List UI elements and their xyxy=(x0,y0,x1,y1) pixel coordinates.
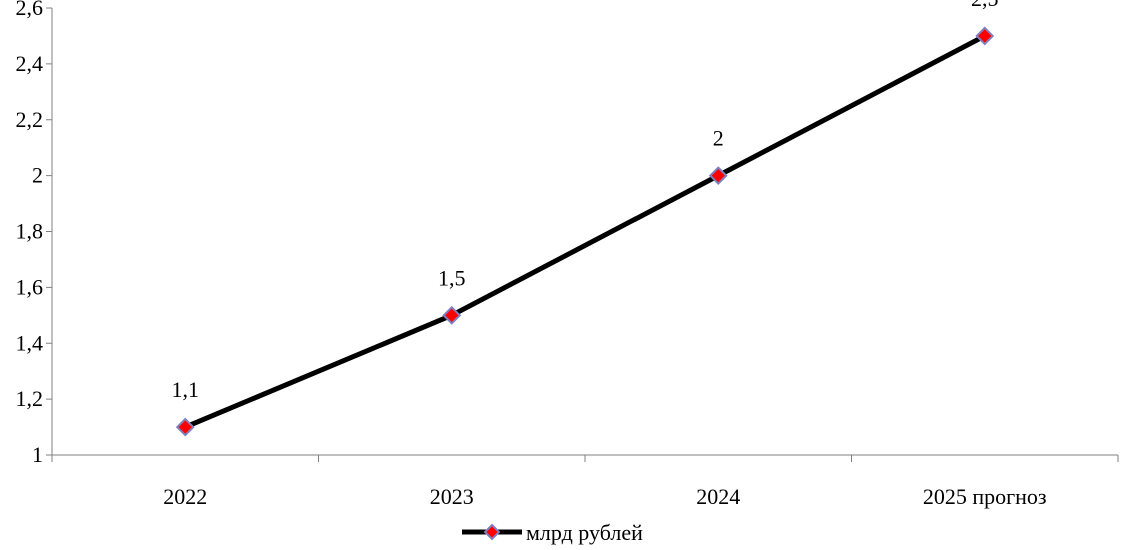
y-tick-label: 1 xyxy=(32,442,43,467)
legend-label: млрд рублей xyxy=(526,520,643,545)
y-tick-label: 1,2 xyxy=(16,386,44,411)
data-point-marker xyxy=(442,305,462,325)
y-tick-label: 2,6 xyxy=(16,0,44,20)
x-tick-label: 2025 прогноз xyxy=(923,484,1047,509)
x-tick-label: 2024 xyxy=(696,484,740,509)
x-tick-label: 2023 xyxy=(430,484,474,509)
data-label: 1,1 xyxy=(172,377,200,402)
data-point-marker xyxy=(708,166,728,186)
series-group xyxy=(175,26,995,437)
y-tick-label: 2,4 xyxy=(16,51,44,76)
y-tick-label: 1,8 xyxy=(16,219,44,244)
y-axis-ticks: 1 1,2 1,4 1,6 1,8 2 2,2 2,4 2,6 xyxy=(16,0,52,467)
y-tick-label: 1,4 xyxy=(16,330,44,355)
axes xyxy=(51,8,1118,456)
x-axis-ticks: 2022 2023 2024 2025 прогноз xyxy=(51,455,1119,509)
data-label: 2,5 xyxy=(971,0,999,11)
data-point-marker xyxy=(175,417,195,437)
x-tick-label: 2022 xyxy=(163,484,207,509)
legend: млрд рублей xyxy=(462,520,643,545)
data-point-marker xyxy=(975,26,995,46)
y-tick-label: 1,6 xyxy=(16,274,44,299)
data-labels: 1,1 1,5 2 2,5 xyxy=(172,0,999,402)
series-line xyxy=(184,33,986,430)
y-tick-label: 2 xyxy=(32,163,43,188)
data-label: 1,5 xyxy=(438,265,466,290)
data-label: 2 xyxy=(713,126,724,151)
y-tick-label: 2,2 xyxy=(16,107,44,132)
legend-marker-swatch xyxy=(483,523,501,541)
